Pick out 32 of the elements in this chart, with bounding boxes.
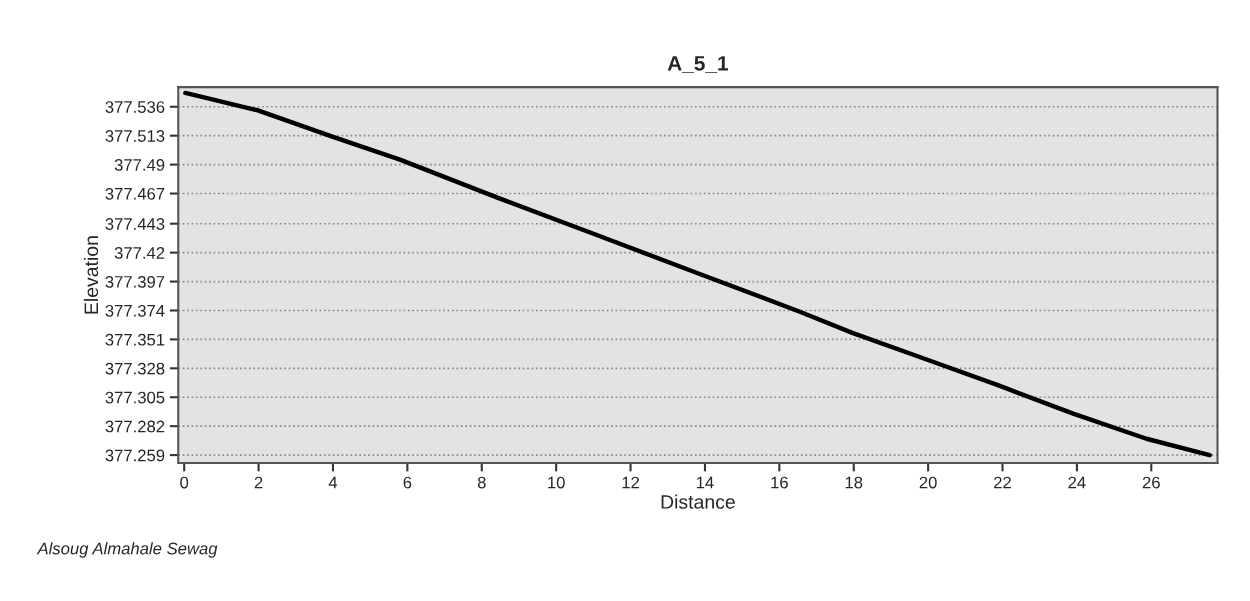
x-tick-label: 22 — [994, 476, 1011, 489]
y-axis-title: Elevation — [83, 236, 99, 314]
y-tick-label: 377.49 — [114, 159, 165, 171]
y-tick-label: 377.467 — [105, 187, 165, 200]
x-tick-label: 14 — [696, 476, 714, 489]
y-tick-label: 377.282 — [105, 420, 165, 433]
chart-title: A_5_1 — [667, 56, 728, 74]
y-tick-label: 377.536 — [105, 101, 165, 113]
y-tick-label: 377.443 — [105, 218, 165, 230]
y-tick-label: 377.351 — [105, 333, 165, 346]
x-tick-label: 0 — [180, 476, 189, 489]
x-tick-label: 6 — [403, 476, 412, 489]
y-tick-label: 377.305 — [105, 391, 165, 404]
text: Alsoug Almahale Sewag — [36, 542, 218, 558]
x-tick-label: 16 — [771, 476, 788, 489]
y-tick-label: 377.513 — [105, 130, 165, 142]
x-tick-label: 10 — [548, 476, 565, 489]
y-tick-label: 377.259 — [105, 449, 165, 462]
line-series — [183, 90, 1212, 458]
y-tick-label: 377.397 — [105, 275, 165, 288]
x-tick-label: 26 — [1142, 476, 1160, 489]
x-tick-label: 4 — [328, 476, 338, 489]
y-tick-label: 377.374 — [105, 304, 165, 317]
x-axis-title: Distance — [661, 494, 735, 509]
y-tick-label: 377.42 — [114, 247, 165, 259]
x-tick-label: 2 — [254, 476, 263, 489]
x-tick-label: 24 — [1068, 476, 1086, 489]
x-tick-label: 20 — [919, 476, 937, 489]
y-tick-label: 377.328 — [105, 362, 165, 375]
x-tick-label: 18 — [845, 476, 863, 489]
x-tick-label: 12 — [622, 476, 639, 489]
x-tick-label: 8 — [477, 476, 486, 489]
